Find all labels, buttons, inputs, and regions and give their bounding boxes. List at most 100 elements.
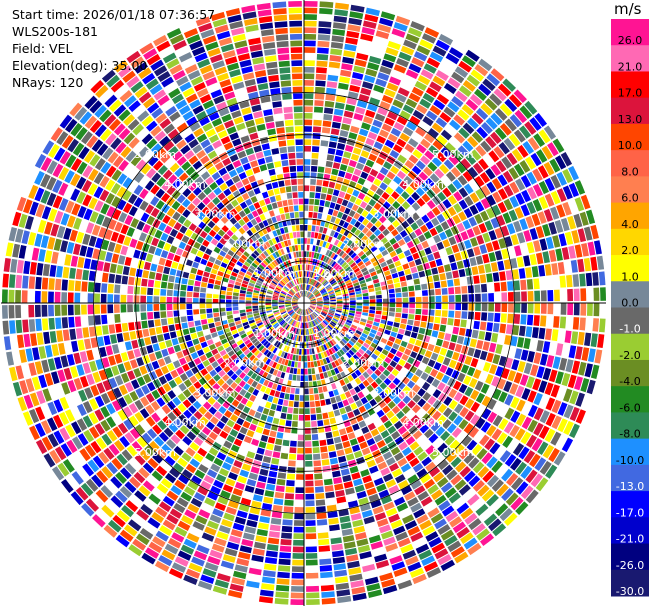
velocity-gate	[442, 199, 452, 209]
velocity-gate	[352, 423, 360, 431]
velocity-gate	[382, 201, 391, 210]
velocity-gate	[316, 346, 320, 353]
velocity-gate	[314, 291, 320, 296]
velocity-gate	[313, 252, 318, 259]
velocity-gate	[342, 534, 355, 543]
velocity-gate	[310, 303, 317, 305]
velocity-gate	[304, 185, 310, 192]
velocity-gate	[503, 512, 518, 526]
velocity-gate	[316, 506, 326, 513]
velocity-gate	[304, 408, 310, 414]
velocity-gate	[305, 480, 314, 487]
velocity-gate	[577, 228, 587, 243]
velocity-gate	[415, 543, 430, 555]
velocity-gate	[497, 174, 508, 187]
velocity-gate	[438, 500, 451, 512]
velocity-gate	[307, 264, 310, 271]
velocity-gate	[421, 214, 430, 224]
velocity-gate	[397, 270, 405, 277]
velocity-gate	[521, 189, 532, 203]
velocity-gate	[327, 208, 334, 216]
velocity-gate	[356, 296, 363, 300]
velocity-gate	[489, 442, 501, 455]
velocity-gate	[397, 579, 413, 590]
velocity-gate	[402, 549, 417, 560]
velocity-gate	[435, 295, 442, 303]
velocity-gate	[339, 259, 345, 266]
velocity-gate	[313, 453, 321, 460]
velocity-gate	[312, 212, 318, 219]
velocity-gate	[498, 391, 508, 403]
velocity-gate	[339, 379, 346, 387]
velocity-gate	[502, 212, 512, 224]
velocity-gate	[310, 314, 315, 320]
velocity-gate	[361, 26, 376, 36]
velocity-gate	[309, 348, 313, 355]
velocity-gate	[366, 459, 376, 468]
velocity-gate	[435, 69, 449, 81]
velocity-gate	[402, 297, 409, 303]
velocity-gate	[429, 81, 442, 93]
velocity-gate	[305, 309, 308, 315]
velocity-gate	[458, 448, 470, 460]
velocity-gate	[497, 378, 507, 390]
velocity-gate	[325, 349, 331, 357]
velocity-gate	[332, 470, 341, 478]
velocity-gate	[358, 223, 365, 231]
velocity-gate	[308, 294, 314, 299]
velocity-gate	[504, 118, 517, 132]
velocity-gate	[461, 303, 468, 311]
velocity-gate	[350, 276, 358, 282]
velocity-gate	[347, 284, 354, 289]
velocity-gate	[458, 187, 469, 198]
velocity-gate	[479, 434, 490, 447]
velocity-gate	[431, 206, 441, 216]
velocity-gate	[501, 468, 514, 482]
velocity-gate	[453, 391, 463, 402]
velocity-gate	[434, 168, 445, 179]
velocity-gate	[351, 586, 366, 595]
velocity-gate	[376, 172, 386, 181]
velocity-gate	[306, 329, 309, 335]
velocity-gate	[304, 290, 306, 297]
velocity-gate	[443, 407, 453, 418]
velocity-gate	[343, 481, 354, 489]
velocity-gate	[420, 256, 429, 264]
velocity-gate	[494, 127, 507, 140]
velocity-gate	[408, 285, 415, 292]
velocity-gate	[348, 259, 355, 266]
velocity-gate	[457, 145, 469, 157]
velocity-gate	[367, 241, 375, 249]
velocity-gate	[354, 369, 362, 377]
velocity-gate	[426, 189, 436, 199]
velocity-gate	[530, 364, 539, 377]
velocity-gate	[367, 407, 376, 416]
velocity-gate	[313, 290, 319, 295]
velocity-gate	[418, 234, 426, 243]
velocity-gate	[461, 285, 468, 294]
velocity-gate	[391, 561, 406, 571]
velocity-gate	[304, 251, 307, 257]
velocity-gate	[345, 215, 353, 223]
velocity-gate	[323, 351, 328, 358]
velocity-gate	[456, 526, 470, 539]
velocity-gate	[320, 330, 325, 337]
velocity-gate	[353, 65, 366, 74]
velocity-gate	[359, 264, 366, 270]
velocity-gate	[315, 308, 321, 313]
velocity-gate	[322, 310, 328, 314]
velocity-gate	[365, 230, 373, 238]
velocity-gate	[312, 327, 316, 334]
velocity-gate	[305, 526, 317, 533]
velocity-gate	[450, 474, 463, 486]
velocity-gate	[469, 204, 479, 216]
velocity-gate	[440, 129, 452, 141]
velocity-gate	[482, 470, 495, 483]
velocity-gate	[310, 414, 317, 421]
velocity-gate	[362, 257, 370, 264]
velocity-gate	[403, 39, 417, 50]
velocity-gate	[332, 189, 340, 197]
velocity-gate	[437, 382, 446, 392]
velocity-gate	[580, 288, 587, 301]
velocity-gate	[339, 130, 349, 138]
